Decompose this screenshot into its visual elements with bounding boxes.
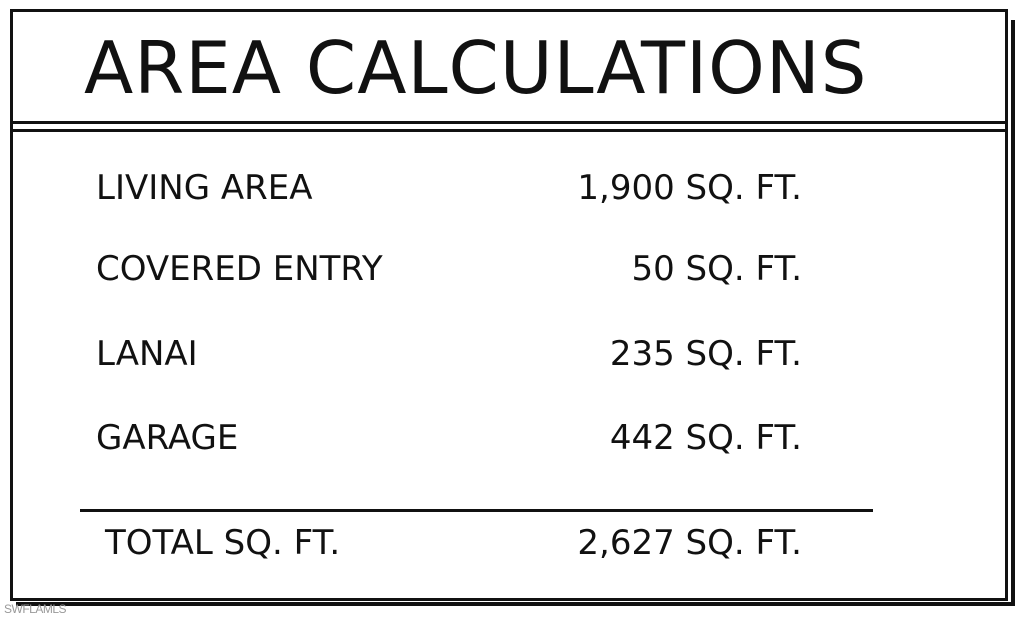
frame-shadow-right xyxy=(1011,20,1015,606)
page-title: AREA CALCULATIONS xyxy=(84,26,868,110)
total-divider xyxy=(80,509,873,512)
watermark: SWFLAMLS xyxy=(4,602,67,616)
row-label-lanai: LANAI xyxy=(96,334,198,374)
area-table-frame xyxy=(10,9,1008,601)
row-label-garage: GARAGE xyxy=(96,418,239,458)
header-divider-bottom xyxy=(10,129,1008,132)
header-divider-top xyxy=(10,121,1008,124)
frame-shadow-bottom xyxy=(16,602,1015,606)
row-value-living-area: 1,900 SQ. FT. xyxy=(577,168,802,208)
row-label-living-area: LIVING AREA xyxy=(96,168,313,208)
total-value: 2,627 SQ. FT. xyxy=(577,523,802,563)
row-label-covered-entry: COVERED ENTRY xyxy=(96,249,383,289)
row-value-covered-entry: 50 SQ. FT. xyxy=(631,249,802,289)
total-label: TOTAL SQ. FT. xyxy=(105,523,341,563)
row-value-lanai: 235 SQ. FT. xyxy=(609,334,802,374)
row-value-garage: 442 SQ. FT. xyxy=(609,418,802,458)
